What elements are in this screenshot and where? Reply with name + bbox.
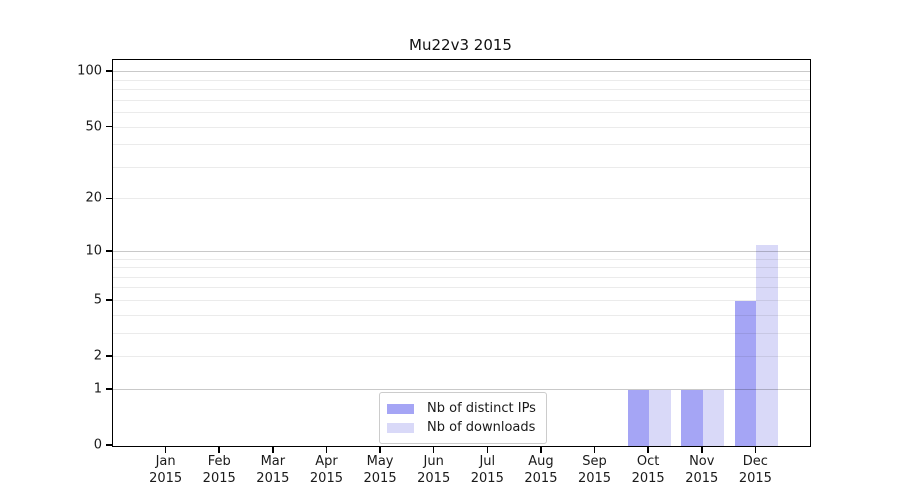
x-tick-label-sep-2015: Sep 2015 (577, 454, 612, 486)
legend-swatch-distinct-ips-icon (387, 403, 414, 414)
y-tick-label-0: 0 (93, 437, 102, 453)
y-tick-label-20: 20 (85, 190, 102, 206)
gridline-6 (113, 287, 810, 289)
y-tick-50 (106, 125, 112, 128)
x-tick-sep-2015 (593, 446, 596, 453)
x-tick-label-feb-2015: Feb 2015 (202, 454, 236, 486)
y-tick-5 (106, 299, 112, 301)
y-tick-label-5: 5 (93, 292, 102, 308)
y-tick-100 (106, 70, 112, 72)
x-tick-label-jul-2015: Jul 2015 (470, 454, 504, 486)
legend-swatch-downloads-icon (387, 422, 414, 433)
gridline-30 (113, 166, 810, 168)
gridline-3 (113, 332, 810, 334)
gridline-90 (113, 79, 810, 81)
gridline-40 (113, 144, 810, 146)
gridline-80 (113, 89, 810, 91)
x-tick-label-jun-2015: Jun 2015 (417, 454, 451, 486)
gridline-70 (113, 99, 810, 101)
chart-title: Mu22v3 2015 (409, 36, 512, 54)
y-tick-1 (106, 388, 112, 390)
legend-item-distinct-ips: Nb of distinct IPs (387, 399, 536, 418)
x-tick-apr-2015 (325, 446, 328, 453)
plot-area (112, 59, 811, 447)
gridline-7 (113, 276, 810, 278)
x-tick-label-aug-2015: Aug 2015 (524, 454, 558, 486)
y-tick-label-1: 1 (93, 381, 102, 397)
x-tick-oct-2015 (647, 446, 649, 453)
gridline-5 (113, 299, 810, 301)
x-tick-feb-2015 (218, 446, 220, 453)
x-tick-label-apr-2015: Apr 2015 (309, 454, 343, 486)
y-tick-2 (106, 355, 112, 357)
legend: Nb of distinct IPs Nb of downloads (379, 392, 547, 444)
bar-oct-2015-downloads (649, 389, 671, 446)
x-tick-jan-2015 (164, 446, 167, 453)
gridline-50 (113, 126, 810, 128)
gridline-4 (113, 314, 810, 316)
y-tick-label-50: 50 (85, 119, 102, 135)
x-tick-aug-2015 (540, 446, 542, 453)
gridline-9 (113, 258, 810, 260)
x-tick-dec-2015 (754, 446, 757, 453)
x-tick-label-dec-2015: Dec 2015 (738, 454, 772, 486)
gridline-10 (113, 250, 810, 252)
x-tick-label-mar-2015: Mar 2015 (256, 454, 290, 486)
y-tick-label-2: 2 (93, 348, 102, 364)
gridline-1 (113, 388, 810, 390)
x-tick-nov-2015 (701, 446, 703, 453)
legend-item-downloads: Nb of downloads (387, 418, 536, 437)
x-tick-label-nov-2015: Nov 2015 (685, 454, 719, 486)
legend-label-distinct-ips: Nb of distinct IPs (427, 401, 536, 416)
bar-oct-2015-distinct-ips (627, 389, 650, 446)
x-tick-label-oct-2015: Oct 2015 (631, 454, 665, 486)
legend-label-downloads: Nb of downloads (427, 420, 536, 435)
x-tick-jun-2015 (432, 446, 435, 453)
bar-dec-2015-distinct-ips (734, 300, 757, 446)
y-tick-label-10: 10 (85, 243, 102, 259)
bar-nov-2015-distinct-ips (681, 389, 703, 446)
x-tick-may-2015 (379, 446, 381, 453)
x-tick-label-jan-2015: Jan 2015 (149, 454, 183, 486)
y-tick-label-100: 100 (77, 63, 102, 79)
x-tick-jul-2015 (486, 446, 489, 453)
gridline-8 (113, 267, 810, 269)
gridline-20 (113, 198, 810, 200)
y-tick-0 (106, 444, 112, 446)
bar-nov-2015-downloads (702, 389, 725, 446)
x-tick-mar-2015 (272, 446, 274, 453)
gridline-60 (113, 112, 810, 114)
y-tick-10 (106, 250, 112, 252)
y-tick-20 (106, 197, 112, 200)
x-tick-label-may-2015: May 2015 (363, 454, 397, 486)
bar-dec-2015-downloads (756, 244, 778, 446)
gridline-2 (113, 356, 810, 358)
gridline-100 (113, 71, 810, 73)
